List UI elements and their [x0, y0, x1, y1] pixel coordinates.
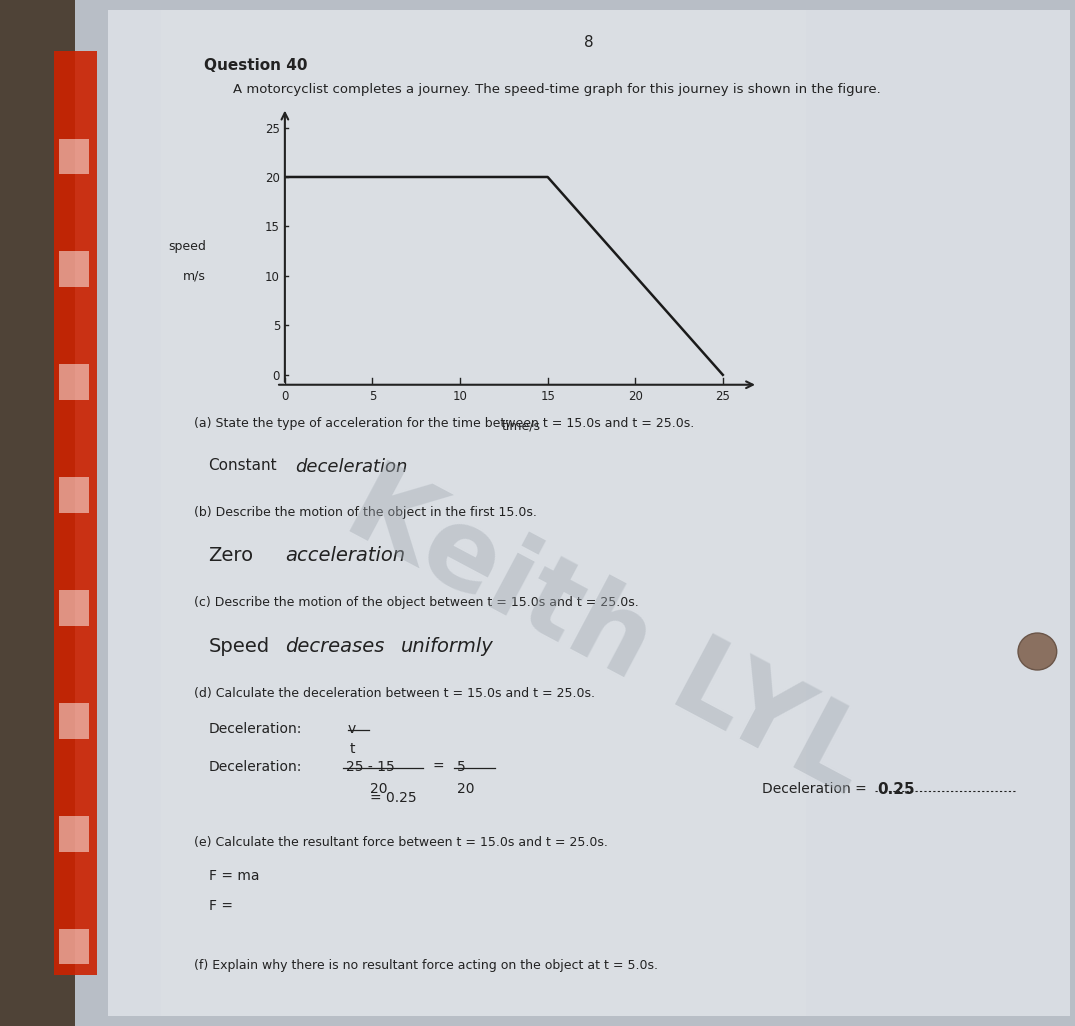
Text: Speed: Speed	[209, 637, 270, 656]
Text: 5: 5	[457, 760, 465, 775]
Bar	[108, 10, 1070, 1016]
Text: Deceleration:: Deceleration:	[209, 760, 302, 775]
Circle shape	[1018, 633, 1057, 670]
Text: Constant: Constant	[209, 458, 277, 473]
Text: = 0.25: = 0.25	[370, 790, 417, 804]
Text: deceleration: deceleration	[296, 458, 407, 476]
Text: uniformly: uniformly	[401, 637, 493, 656]
Text: F = ma: F = ma	[209, 869, 259, 883]
Text: (d) Calculate the deceleration between t = 15.0s and t = 25.0s.: (d) Calculate the deceleration between t…	[195, 687, 596, 700]
Text: Deceleration =: Deceleration =	[762, 783, 871, 796]
Bar	[59, 251, 89, 287]
Text: 8: 8	[584, 36, 593, 50]
Bar	[59, 364, 89, 400]
Bar	[161, 10, 806, 1016]
Text: m/s: m/s	[183, 270, 206, 282]
Bar	[59, 816, 89, 852]
Text: (a) State the type of acceleration for the time between t = 15.0s and t = 25.0s.: (a) State the type of acceleration for t…	[195, 418, 694, 431]
Bar	[59, 929, 89, 964]
Text: Question 40: Question 40	[204, 57, 307, 73]
Text: (b) Describe the motion of the object in the first 15.0s.: (b) Describe the motion of the object in…	[195, 506, 538, 519]
Text: F =: F =	[209, 899, 232, 913]
Text: v: v	[348, 722, 356, 736]
Text: 25 - 15: 25 - 15	[346, 760, 395, 775]
Text: time/s: time/s	[502, 420, 541, 432]
Text: A motorcyclist completes a journey. The speed-time graph for this journey is sho: A motorcyclist completes a journey. The …	[232, 83, 880, 95]
Text: Zero: Zero	[209, 546, 254, 565]
Bar	[59, 139, 89, 174]
Bar	[0, 0, 75, 1026]
Text: Deceleration:: Deceleration:	[209, 722, 302, 736]
Text: (c) Describe the motion of the object between t = 15.0s and t = 25.0s.: (c) Describe the motion of the object be…	[195, 596, 639, 609]
Text: acceleration: acceleration	[286, 546, 405, 565]
Text: (e) Calculate the resultant force between t = 15.0s and t = 25.0s.: (e) Calculate the resultant force betwee…	[195, 836, 608, 849]
Text: speed: speed	[168, 240, 206, 252]
Bar	[59, 477, 89, 513]
Bar	[54, 51, 97, 975]
Text: Keith LYL: Keith LYL	[330, 451, 886, 816]
Text: t: t	[350, 742, 356, 756]
Text: decreases: decreases	[286, 637, 385, 656]
Text: 20: 20	[457, 783, 474, 796]
Text: =: =	[433, 760, 444, 775]
Bar	[59, 703, 89, 739]
Bar	[59, 590, 89, 626]
Text: (f) Explain why there is no resultant force acting on the object at t = 5.0s.: (f) Explain why there is no resultant fo…	[195, 959, 658, 973]
Text: 20: 20	[370, 783, 388, 796]
Text: 0.25: 0.25	[877, 783, 915, 797]
